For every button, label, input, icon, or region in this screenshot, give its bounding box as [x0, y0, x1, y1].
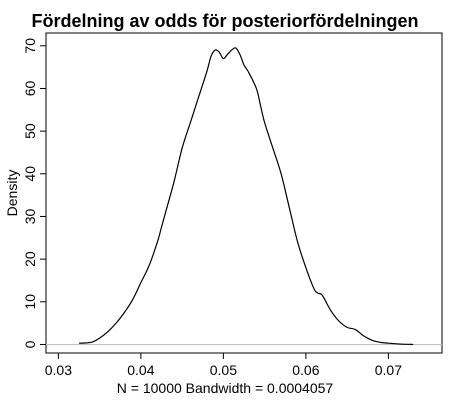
- y-tick-label: 70: [22, 38, 38, 54]
- x-tick-label: 0.06: [292, 362, 319, 378]
- y-tick-label: 0: [22, 340, 38, 348]
- y-axis: 0 10 20 30 40 50 60 70: [22, 38, 46, 348]
- y-tick-label: 50: [22, 123, 38, 139]
- x-axis-label: N = 10000 Bandwidth = 0.0004057: [117, 380, 334, 396]
- y-tick-label: 10: [22, 294, 38, 310]
- chart-title: Fördelning av odds för posteriorfördelni…: [31, 11, 418, 31]
- x-tick-label: 0.04: [127, 362, 154, 378]
- y-tick-label: 30: [22, 208, 38, 224]
- x-tick-label: 0.05: [210, 362, 237, 378]
- series-layer: [78, 47, 414, 346]
- y-tick-label: 20: [22, 251, 38, 267]
- x-tick-label: 0.03: [45, 362, 72, 378]
- x-tick-label: 0.07: [375, 362, 402, 378]
- density-line: [78, 47, 414, 346]
- x-axis: 0.03 0.04 0.05 0.06 0.07: [45, 353, 402, 378]
- y-axis-label: Density: [4, 170, 20, 217]
- y-tick-label: 60: [22, 80, 38, 96]
- plot-frame: [45, 32, 443, 354]
- y-tick-label: 40: [22, 166, 38, 182]
